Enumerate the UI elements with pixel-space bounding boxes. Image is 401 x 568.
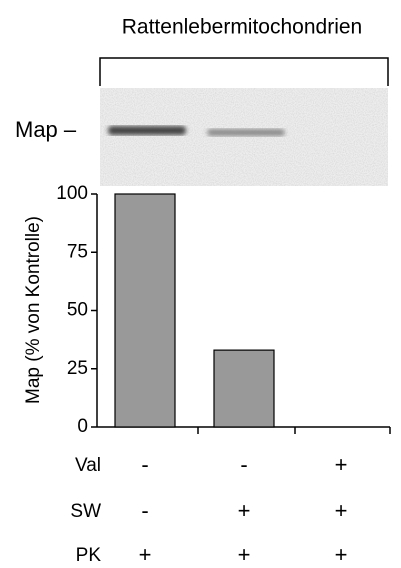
figure: Rattenlebermitochondrien Map – Map (% vo…: [0, 0, 401, 568]
gel-band: [108, 126, 186, 135]
condition-sign: +: [238, 542, 251, 567]
condition-sign: +: [238, 498, 251, 523]
bar: [115, 194, 175, 427]
y-axis-label: Map (% von Kontrolle): [23, 216, 44, 404]
gel: [100, 88, 388, 186]
y-tick-label: 0: [77, 416, 88, 437]
condition-sign: -: [141, 452, 148, 477]
y-tick-label: 100: [56, 183, 88, 204]
bracket: [100, 58, 388, 86]
gel-band: [207, 129, 285, 136]
bar: [214, 350, 274, 427]
condition-label: Val: [75, 455, 101, 476]
condition-sign: +: [335, 542, 348, 567]
condition-label: SW: [70, 501, 101, 522]
y-tick-label: 75: [67, 241, 88, 262]
title: Rattenlebermitochondrien: [122, 16, 362, 39]
condition-sign: -: [141, 498, 148, 523]
condition-sign: -: [240, 452, 247, 477]
y-tick-label: 50: [67, 300, 88, 321]
condition-sign: +: [335, 498, 348, 523]
condition-sign: +: [335, 452, 348, 477]
gel-label: Map –: [15, 117, 77, 142]
y-tick-label: 25: [67, 358, 88, 379]
condition-label: PK: [76, 545, 102, 566]
gel-noise: [100, 88, 388, 186]
condition-sign: +: [139, 542, 152, 567]
